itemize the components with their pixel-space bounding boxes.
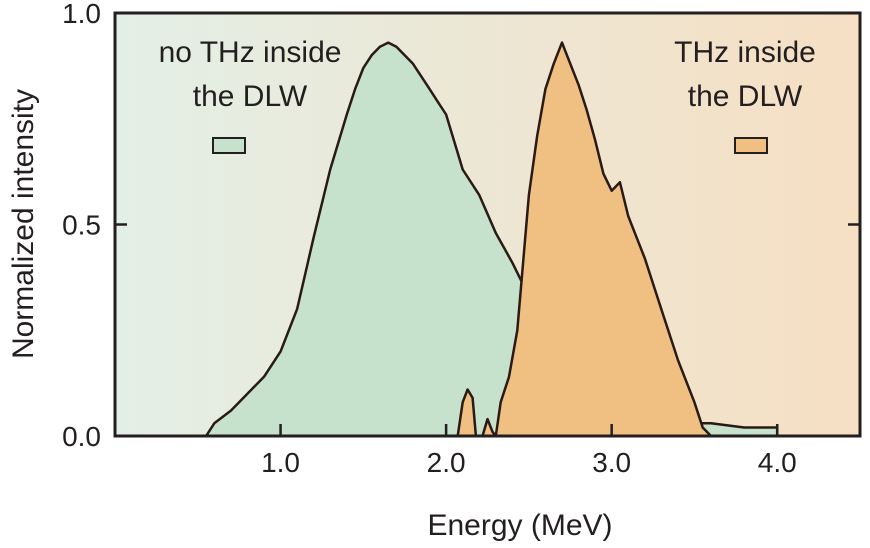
legend-label-no-thz: the DLW — [193, 80, 308, 113]
x-tick-label: 2.0 — [427, 447, 466, 478]
x-axis-label: Energy (MeV) — [427, 509, 612, 542]
legend-swatch-thz — [734, 137, 768, 154]
legend-swatch-no-thz — [212, 137, 246, 154]
series-layer — [204, 41, 779, 438]
legend-label-thz: the DLW — [688, 80, 803, 113]
x-tick-label: 1.0 — [261, 447, 300, 478]
y-tick-label: 0.5 — [62, 210, 101, 241]
y-tick-label: 1.0 — [62, 0, 101, 29]
x-tick-label: 3.0 — [592, 447, 631, 478]
x-tick-label: 4.0 — [758, 447, 797, 478]
y-axis-label: Normalized intensity — [7, 89, 40, 359]
series-area-thz — [456, 41, 713, 438]
legend-layer: no THz inside the DLW THz inside the DLW — [159, 36, 816, 154]
ticks-layer: 1.0 2.0 3.0 4.0 0.0 0.5 1.0 — [62, 0, 860, 478]
legend-label-thz: THz inside — [674, 36, 816, 69]
legend-label-no-thz: no THz inside — [159, 36, 342, 69]
y-tick-label: 0.0 — [62, 421, 101, 452]
